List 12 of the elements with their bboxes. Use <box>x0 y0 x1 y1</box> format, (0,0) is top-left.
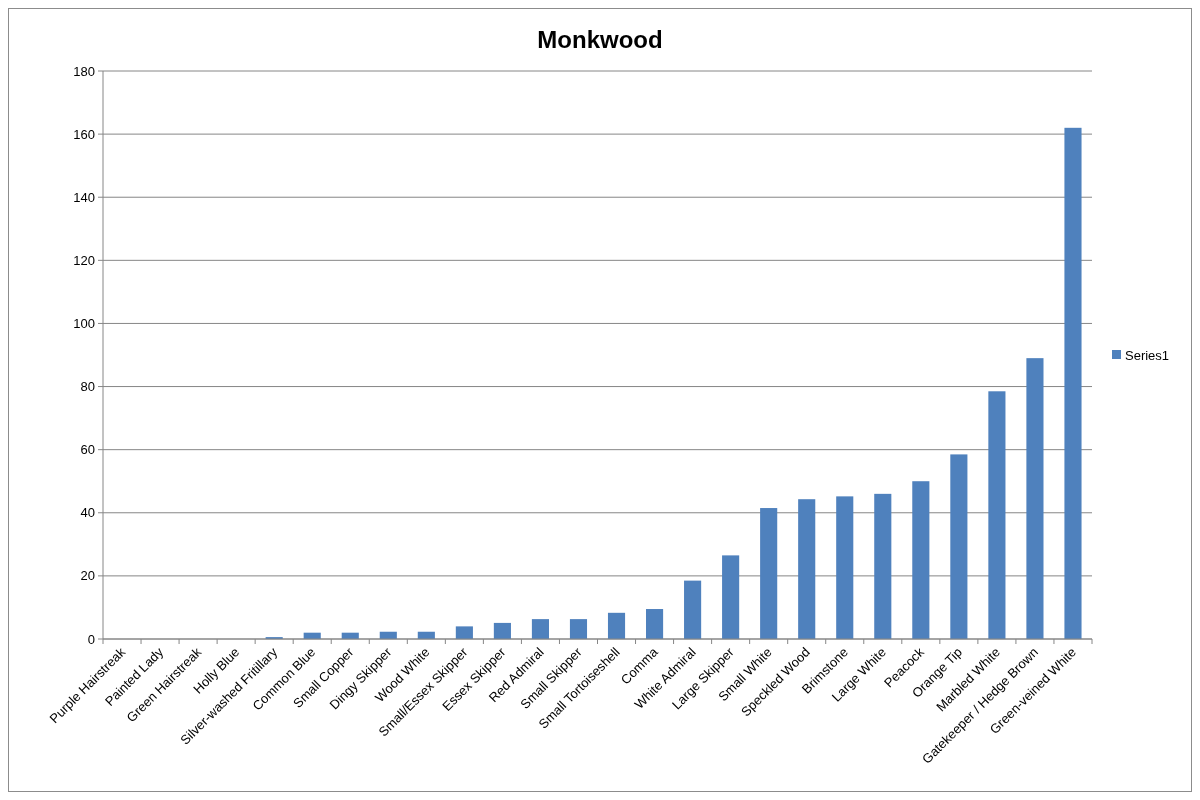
y-tick-label: 40 <box>80 505 95 521</box>
legend-label: Series1 <box>1125 347 1170 363</box>
y-tick-label: 0 <box>87 631 95 647</box>
y-tick-label: 60 <box>80 442 95 458</box>
y-tick-label: 80 <box>80 379 95 395</box>
y-tick-label: 100 <box>73 315 95 331</box>
y-tick-label: 120 <box>73 252 95 268</box>
y-tick-label: 140 <box>73 189 95 205</box>
y-tick-label: 180 <box>73 63 95 79</box>
chart-title: Monkwood <box>537 26 663 53</box>
y-tick-label: 160 <box>73 126 95 142</box>
y-tick-label: 20 <box>80 568 95 584</box>
